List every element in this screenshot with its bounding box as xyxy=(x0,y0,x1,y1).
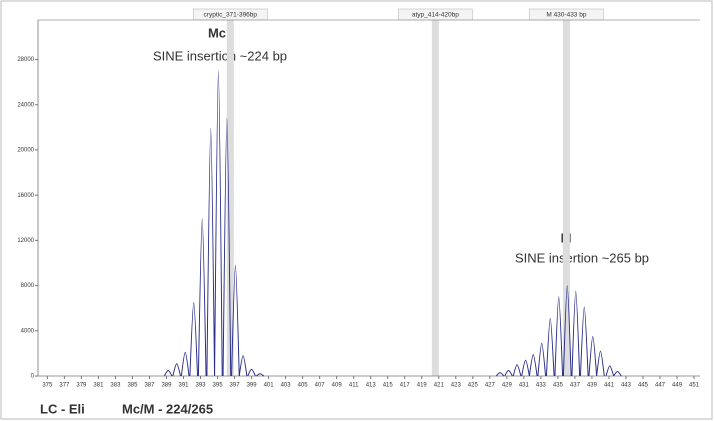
peak xyxy=(521,359,530,377)
x-tick-label: 387 xyxy=(144,383,155,389)
x-tick-label: 389 xyxy=(161,383,172,389)
peak xyxy=(562,285,572,377)
x-tick-label: 409 xyxy=(332,383,343,389)
x-tick-label: 431 xyxy=(519,383,530,389)
y-tick-label: 16000 xyxy=(17,193,34,199)
x-tick-label: 425 xyxy=(468,383,479,389)
y-tick-label: 8000 xyxy=(21,283,35,289)
peak xyxy=(247,368,256,377)
peak xyxy=(579,306,589,377)
x-tick-label: 419 xyxy=(417,383,428,389)
peak xyxy=(588,335,598,377)
annotation-text: SINE insertion ~265 bp xyxy=(515,250,649,265)
peak xyxy=(197,218,207,377)
peak xyxy=(537,342,547,377)
footer-label: Mc/M - 224/265 xyxy=(122,401,213,416)
x-tick-label: 421 xyxy=(434,383,445,389)
x-tick-label: 435 xyxy=(553,383,564,389)
x-tick-label: 427 xyxy=(485,383,496,389)
x-tick-label: 437 xyxy=(570,383,581,389)
bin-band xyxy=(431,20,439,376)
x-tick-label: 377 xyxy=(59,383,70,389)
y-tick-label: 24000 xyxy=(17,102,34,108)
x-tick-label: 447 xyxy=(655,383,666,389)
peak xyxy=(495,372,505,377)
x-tick-label: 401 xyxy=(264,383,275,389)
footer-label: LC - Eli xyxy=(40,401,85,416)
x-tick-label: 403 xyxy=(281,383,292,389)
bin-band xyxy=(226,20,234,376)
peak xyxy=(554,296,564,377)
peak xyxy=(206,127,216,377)
x-tick-label: 411 xyxy=(349,383,359,389)
x-tick-label: 429 xyxy=(502,383,513,389)
x-tick-label: 379 xyxy=(76,383,87,389)
peak xyxy=(172,363,182,377)
x-tick-label: 395 xyxy=(213,383,224,389)
peak xyxy=(596,350,605,377)
peak xyxy=(605,365,615,377)
x-tick-label: 441 xyxy=(604,383,615,389)
y-tick-label: 28000 xyxy=(17,57,34,63)
x-tick-label: 405 xyxy=(298,383,309,389)
x-tick-label: 443 xyxy=(621,383,632,389)
peak xyxy=(163,369,173,377)
peak xyxy=(238,355,248,377)
x-tick-label: 375 xyxy=(42,383,53,389)
peak xyxy=(504,369,513,377)
x-tick-label: 423 xyxy=(451,383,462,389)
x-tick-label: 381 xyxy=(93,383,104,389)
peak xyxy=(613,370,622,377)
x-tick-label: 385 xyxy=(127,383,138,389)
bin-label: M 430-433 bp xyxy=(546,12,586,19)
x-tick-label: 397 xyxy=(230,383,241,389)
x-tick-label: 383 xyxy=(110,383,121,389)
x-tick-label: 445 xyxy=(638,383,649,389)
peak xyxy=(231,264,240,377)
bin-label: cryptic_371-396bp xyxy=(204,12,258,19)
y-tick-label: 12000 xyxy=(17,238,34,244)
y-tick-label: 20000 xyxy=(17,148,34,154)
y-tick-label: 0 xyxy=(31,374,35,380)
peak xyxy=(255,373,265,377)
x-tick-label: 417 xyxy=(400,383,411,389)
peak xyxy=(545,317,555,377)
x-tick-label: 449 xyxy=(672,383,683,389)
peak xyxy=(180,351,190,377)
bin-band xyxy=(562,20,570,376)
x-tick-label: 399 xyxy=(247,383,258,389)
x-tick-label: 433 xyxy=(536,383,547,389)
peak xyxy=(528,354,538,377)
annotation-text: SINE insertion ~224 bp xyxy=(153,48,287,63)
bin-label: atyp_414-420bp xyxy=(412,12,459,19)
x-tick-label: 439 xyxy=(587,383,598,389)
peak xyxy=(214,70,223,377)
y-tick-label: 4000 xyxy=(21,328,35,334)
peak xyxy=(571,290,581,377)
x-tick-label: 393 xyxy=(196,383,207,389)
peak xyxy=(189,302,199,377)
peak xyxy=(222,117,232,377)
x-tick-label: 415 xyxy=(383,383,394,389)
x-tick-label: 407 xyxy=(315,383,326,389)
x-tick-label: 391 xyxy=(178,383,189,389)
x-tick-label: 413 xyxy=(366,383,377,389)
x-tick-label: 451 xyxy=(689,383,700,389)
annotation-title: Mc xyxy=(208,25,226,40)
peak xyxy=(512,364,522,377)
